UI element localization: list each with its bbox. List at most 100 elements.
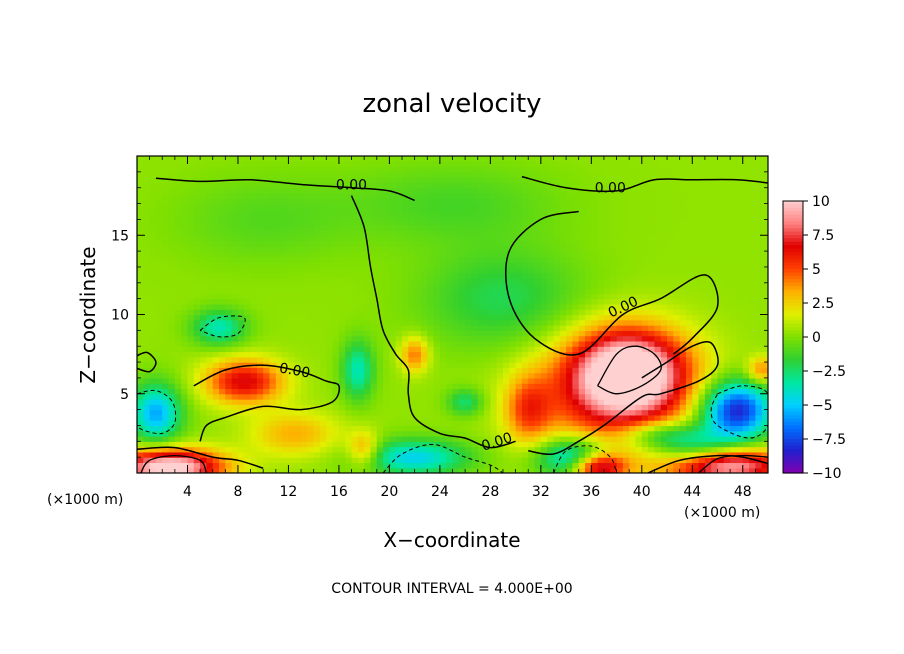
heatmap-cell xyxy=(326,340,334,347)
heatmap-cell xyxy=(206,298,214,305)
heatmap-cell xyxy=(414,325,422,331)
heatmap-cell xyxy=(654,261,662,268)
heatmap-cell xyxy=(225,319,233,326)
heatmap-cell xyxy=(572,393,580,400)
heatmap-cell xyxy=(490,425,498,432)
heatmap-cell xyxy=(301,420,308,427)
heatmap-cell xyxy=(629,277,637,284)
heatmap-cell xyxy=(326,182,334,189)
heatmap-cell xyxy=(521,240,529,247)
heatmap-cell xyxy=(263,425,271,432)
heatmap-cell xyxy=(622,346,630,353)
heatmap-cell xyxy=(471,420,479,427)
heatmap-cell xyxy=(534,425,542,432)
heatmap-cell xyxy=(471,441,479,448)
heatmap-cell xyxy=(496,383,504,390)
heatmap-cell xyxy=(648,451,656,458)
heatmap-cell xyxy=(357,288,365,294)
heatmap-cell xyxy=(351,277,359,284)
heatmap-cell xyxy=(143,256,151,263)
heatmap-cell xyxy=(477,192,485,199)
heatmap-cell xyxy=(603,182,611,189)
heatmap-cell xyxy=(137,171,144,178)
heatmap-cell xyxy=(193,420,201,427)
heatmap-cell xyxy=(622,367,630,374)
heatmap-cell xyxy=(376,293,384,300)
heatmap-cell xyxy=(496,367,504,374)
heatmap-cell xyxy=(471,351,479,358)
heatmap-cell xyxy=(446,462,454,469)
heatmap-cell xyxy=(395,404,403,411)
heatmap-cell xyxy=(376,446,384,453)
heatmap-cell xyxy=(237,399,245,405)
heatmap-cell xyxy=(559,256,567,263)
heatmap-cell xyxy=(357,388,365,395)
heatmap-cell xyxy=(383,251,390,257)
heatmap-cell xyxy=(376,436,384,442)
heatmap-cell xyxy=(471,229,479,236)
heatmap-cell xyxy=(402,367,409,374)
heatmap-cell xyxy=(572,399,580,405)
heatmap-cell xyxy=(597,224,605,231)
heatmap-cell xyxy=(237,282,245,289)
heatmap-cell xyxy=(301,229,308,236)
heatmap-cell xyxy=(389,198,397,205)
heatmap-cell xyxy=(629,346,637,353)
heatmap-cell xyxy=(313,177,321,184)
heatmap-cell xyxy=(446,409,454,416)
heatmap-cell xyxy=(155,298,163,305)
heatmap-cell xyxy=(275,446,283,453)
heatmap-cell xyxy=(174,235,182,242)
heatmap-cell xyxy=(591,425,599,432)
heatmap-cell xyxy=(553,430,561,437)
heatmap-cell xyxy=(654,245,662,252)
heatmap-cell xyxy=(181,383,189,390)
heatmap-cell xyxy=(452,425,460,432)
heatmap-cell xyxy=(383,425,390,432)
heatmap-cell xyxy=(288,367,296,374)
heatmap-cell xyxy=(351,325,359,331)
heatmap-cell xyxy=(338,208,346,215)
heatmap-cell xyxy=(534,399,542,405)
heatmap-cell xyxy=(395,277,403,284)
heatmap-cell xyxy=(547,314,555,321)
heatmap-cell xyxy=(326,224,334,231)
heatmap-cell xyxy=(332,272,340,279)
heatmap-cell xyxy=(212,441,220,448)
heatmap-cell xyxy=(351,245,359,252)
heatmap-cell xyxy=(294,393,302,400)
heatmap-cell xyxy=(168,383,176,390)
heatmap-cell xyxy=(534,367,542,374)
heatmap-cell xyxy=(376,367,384,374)
heatmap-cell xyxy=(439,288,447,294)
heatmap-cell xyxy=(332,293,340,300)
heatmap-cell xyxy=(439,388,447,395)
heatmap-cell xyxy=(515,156,523,162)
heatmap-cell xyxy=(206,277,214,284)
heatmap-cell xyxy=(376,399,384,405)
heatmap-cell xyxy=(225,161,233,168)
heatmap-cell xyxy=(648,240,656,247)
heatmap-cell xyxy=(458,229,466,236)
heatmap-cell xyxy=(414,219,422,226)
heatmap-cell xyxy=(610,282,618,289)
heatmap-cell xyxy=(452,177,460,184)
heatmap-cell xyxy=(357,235,365,242)
heatmap-cell xyxy=(395,303,403,310)
heatmap-cell xyxy=(553,388,561,395)
heatmap-cell xyxy=(540,256,548,263)
heatmap-cell xyxy=(187,467,195,473)
heatmap-cell xyxy=(301,414,308,421)
heatmap-cell xyxy=(326,462,334,469)
heatmap-cell xyxy=(553,198,561,205)
heatmap-cell xyxy=(351,451,359,458)
heatmap-cell xyxy=(219,409,226,416)
heatmap-cell xyxy=(395,309,403,316)
heatmap-cell xyxy=(484,467,491,473)
heatmap-cell xyxy=(237,298,245,305)
heatmap-cell xyxy=(326,229,334,236)
heatmap-cell xyxy=(641,303,649,310)
heatmap-cell xyxy=(269,409,277,416)
heatmap-cell xyxy=(597,177,605,184)
heatmap-cell xyxy=(143,245,151,252)
